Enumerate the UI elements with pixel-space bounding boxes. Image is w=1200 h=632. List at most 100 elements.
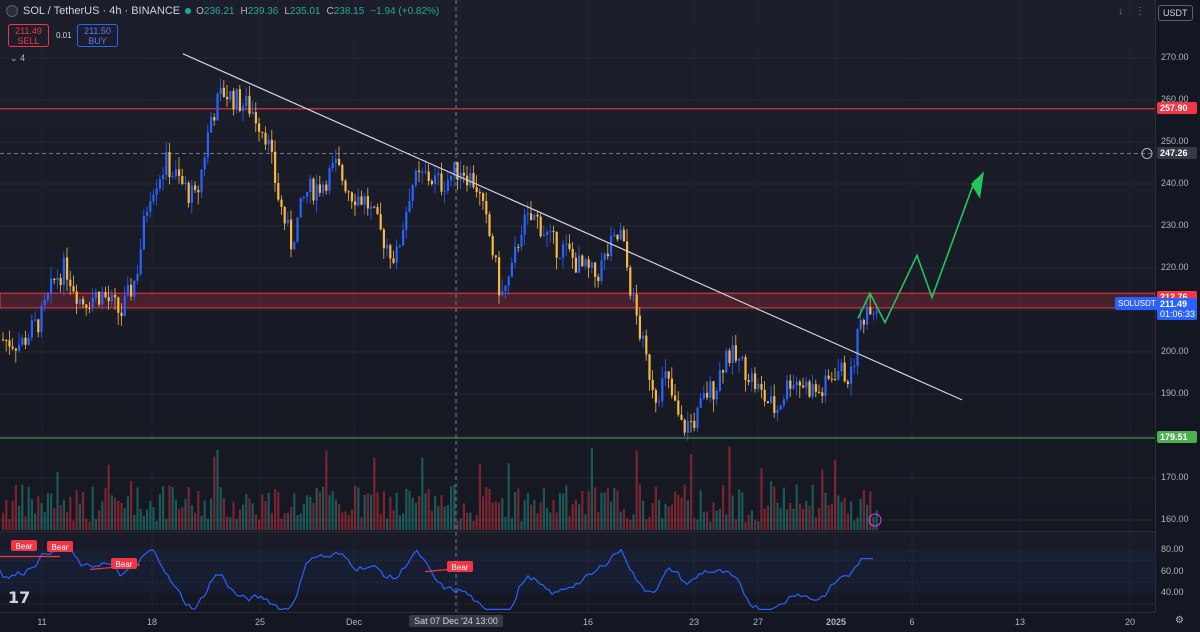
candle [373,206,376,208]
volume-bar [30,499,33,530]
candle [680,414,683,420]
volume-bar [306,495,309,530]
indicators-count: 4 [20,53,26,63]
candle [872,313,875,315]
candle [546,231,549,235]
ohlc-high: H239.36 [240,5,279,17]
volume-bar [405,488,408,530]
volume-bar [872,516,875,530]
more-icon[interactable]: ⋮ [1135,6,1145,17]
resistance-zone [0,292,1155,309]
candle [293,242,296,250]
volume-bar [379,513,382,530]
volume-bar [200,516,203,530]
candle [578,255,581,273]
candle [542,234,545,237]
arrow-down-icon[interactable]: ↓ [1118,6,1123,17]
candle [504,285,507,292]
candle [280,199,283,207]
tradingview-logo[interactable]: 17 [8,588,31,607]
volume-bar [590,447,593,530]
candle [46,293,49,300]
candle [232,91,235,110]
volume-bar [370,494,373,530]
candle [610,236,613,257]
rsi-line [0,547,873,611]
volume-bar [184,498,187,530]
sell-button[interactable]: 211.49 SELL [8,24,49,47]
candle [520,234,523,247]
candle [171,175,174,177]
candle [146,211,149,217]
volume-bar [472,520,475,530]
rsi-pane[interactable] [0,531,1155,612]
candle [632,294,635,296]
gear-icon[interactable]: ⚙ [1175,615,1184,626]
candle [853,365,856,367]
candle [386,245,389,249]
candle [72,286,75,292]
volume-bar [536,513,539,530]
volume-bar [5,499,8,530]
volume-bar [168,485,171,530]
volume-bar [283,512,286,530]
volume-bar [709,521,712,530]
candle [795,381,798,385]
candle [661,378,664,402]
chart-canvas[interactable]: Bear Bear Bear Bear [0,0,1155,612]
candle [731,345,734,363]
candle [856,329,859,366]
volume-bar [846,513,849,530]
volume-bar [526,492,529,530]
chart-legend: SOL / TetherUS · 4h · BINANCE O236.21 H2… [6,5,439,17]
candle [626,241,629,268]
candles [2,78,878,530]
volume-bar [818,507,821,530]
price-tick-label: 260.00 [1161,94,1189,104]
buy-button[interactable]: 211.50 BUY [77,24,118,47]
volume-bar [389,496,392,530]
volume-bar [402,513,405,530]
volume-bar [450,486,453,530]
candle [824,375,827,396]
candle [2,339,5,341]
candle [197,189,200,193]
symbol-price-label: SOLUSDT [1115,296,1159,310]
volume-bar [824,492,827,530]
candle [699,398,702,408]
chart-pane[interactable] [0,0,1155,530]
candle [702,392,705,399]
candle [498,257,501,296]
candle [66,257,69,280]
volume-bar [853,520,856,530]
candle [53,278,56,281]
candle [75,291,78,304]
volume-bar [830,503,833,530]
volume-bar [555,512,558,530]
time-tick-label: 11 [37,617,47,627]
volume-bar [683,484,686,530]
candle [763,389,766,402]
volume-bar [376,492,379,530]
volume-bar [552,499,555,530]
volume-bar [216,450,219,530]
volume-bar [187,486,190,530]
volume-bar [750,510,753,530]
volume-bar [504,516,507,530]
price-axis[interactable]: 270.00260.00250.00240.00230.00220.00210.… [1155,0,1200,612]
volume-bar [386,518,389,530]
candle [328,168,331,191]
candle [59,277,62,285]
volume-bar [421,457,424,530]
price-tick-label: 270.00 [1161,52,1189,62]
currency-button[interactable]: USDT [1158,5,1193,21]
candle [587,259,590,268]
ohlc-values: O236.21 H239.36 L235.01 C238.15 −1.94 (+… [196,6,439,17]
indicators-toggle[interactable]: ⌄ 4 [10,53,25,64]
time-axis[interactable]: 111825Dec9162327202561320Sat 07 Dec '24 … [0,612,1155,632]
candle [242,106,245,112]
volume-bar [834,459,837,530]
symbol-title[interactable]: SOL / TetherUS · 4h · BINANCE [23,5,181,17]
candle [523,214,526,235]
volume-bar [34,513,37,530]
